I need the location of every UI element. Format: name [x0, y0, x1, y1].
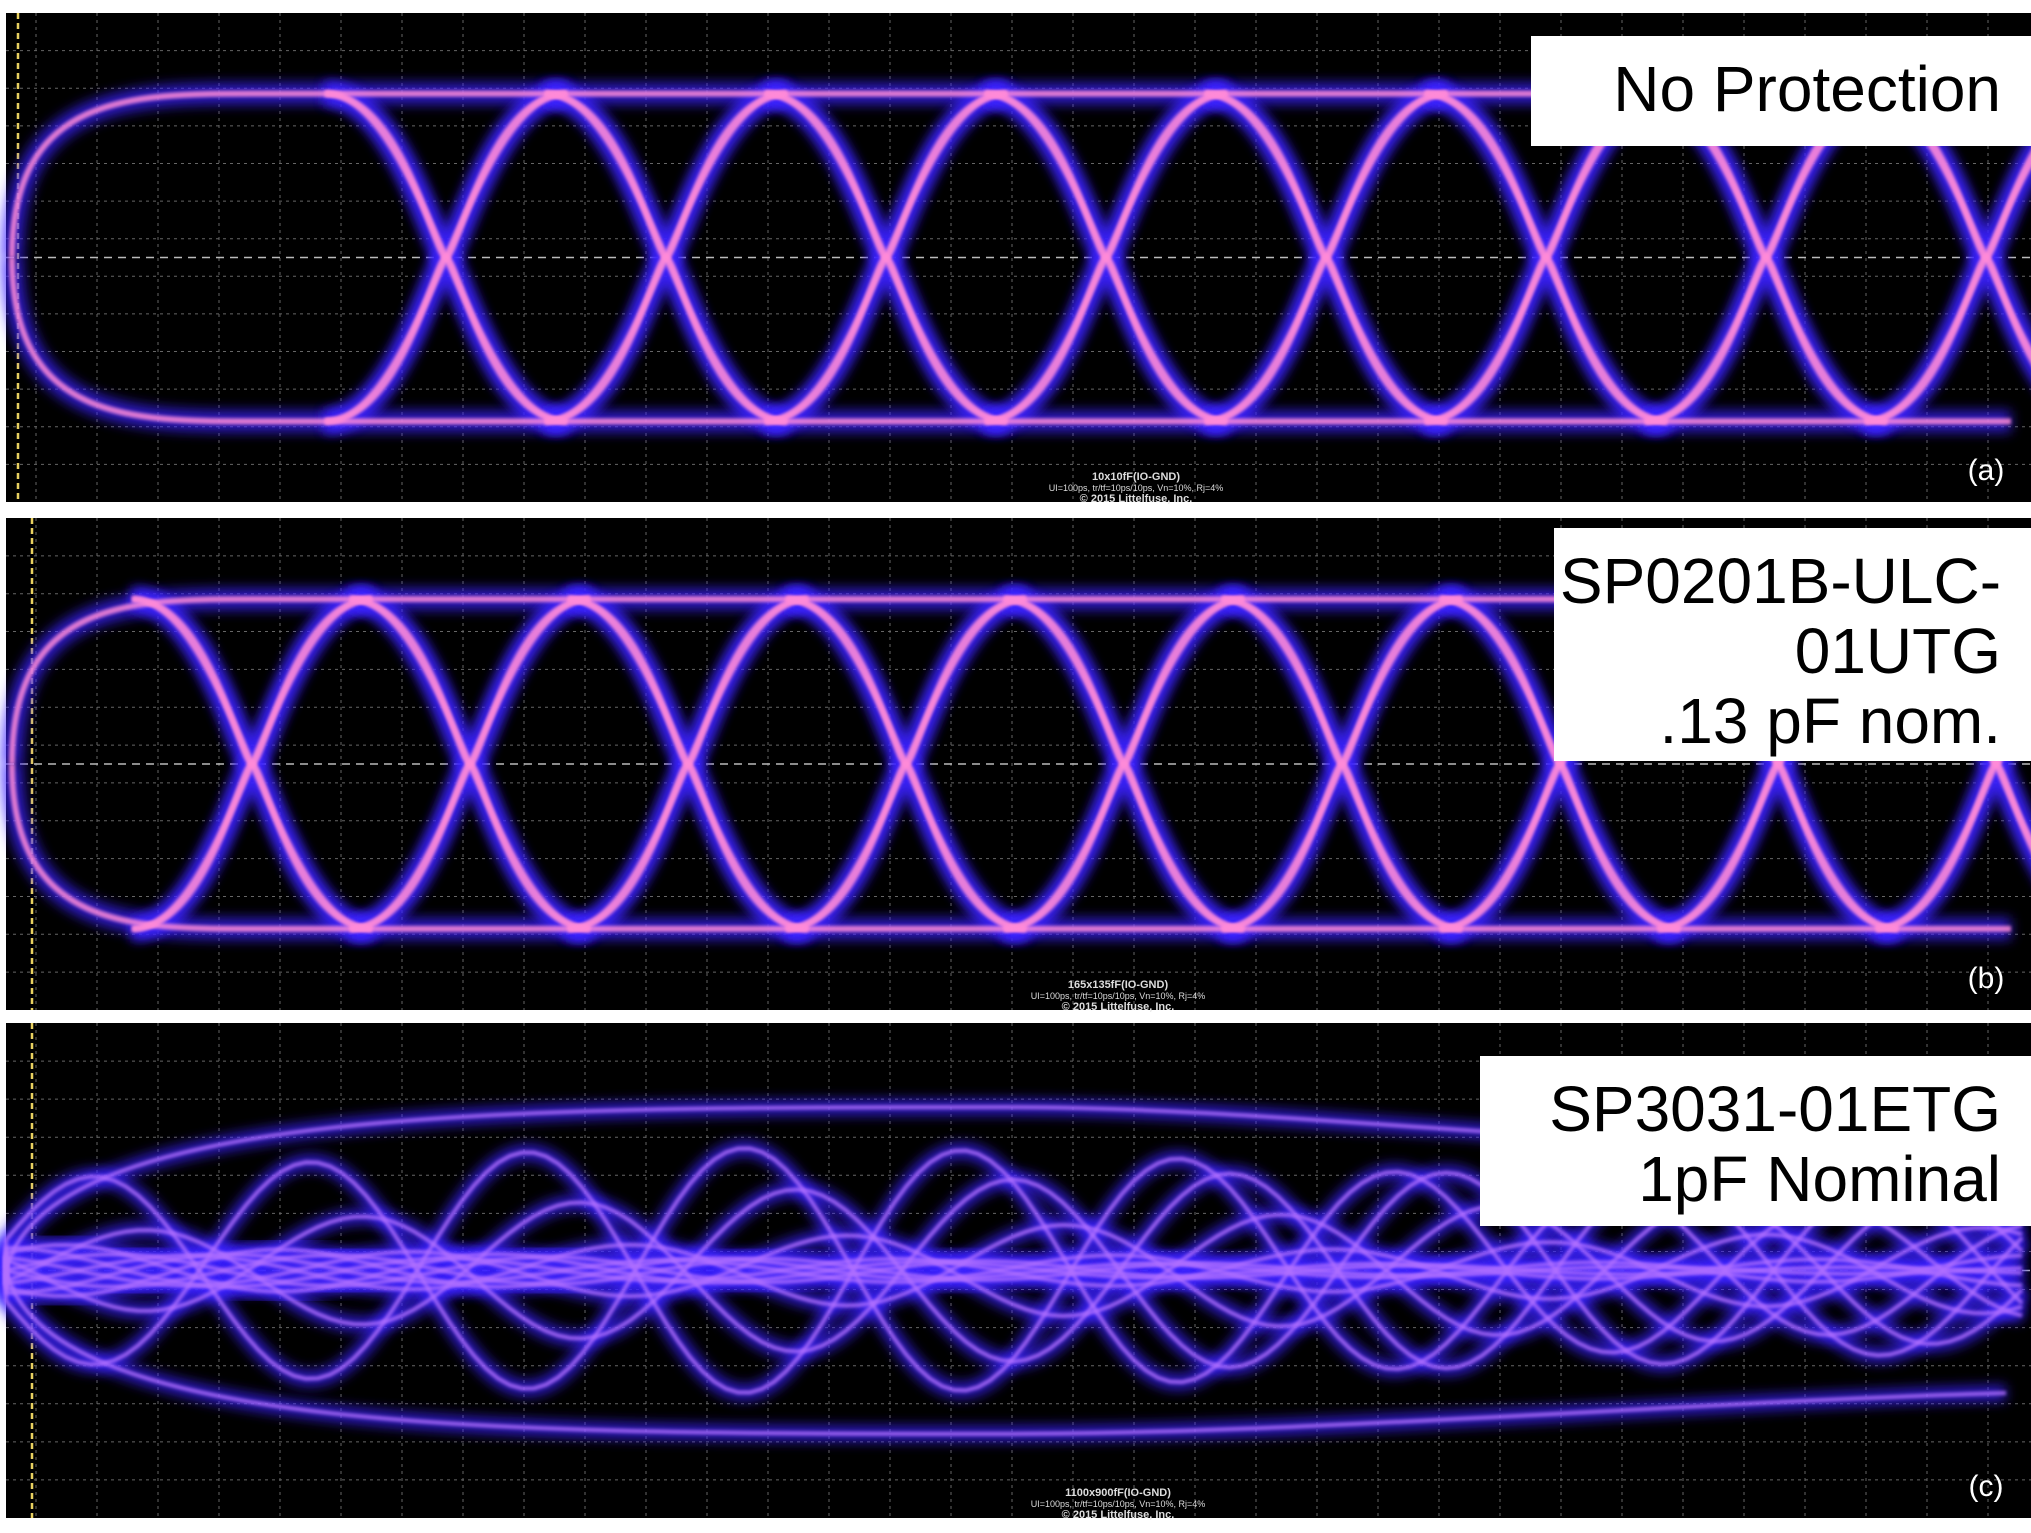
trace	[9, 596, 2011, 765]
panel-label: 1pF Nominal	[1638, 1143, 2001, 1215]
caption: © 2015 Littelfuse, Inc.	[1062, 1509, 1175, 1521]
panel-label: SP0201B-ULC-	[1560, 545, 2001, 617]
trace	[984, 254, 1228, 425]
panel-label: 01UTG	[1795, 615, 2001, 687]
trace	[544, 254, 788, 425]
trace	[4, 1247, 2023, 1299]
trace	[9, 257, 2011, 425]
trace	[764, 254, 1008, 425]
caption: © 2015 Littelfuse, Inc.	[1062, 1001, 1175, 1013]
trace	[4, 1225, 2023, 1309]
panel: SP0201B-ULC-01UTG.13 pF nom. (b) 165x135fF…	[1, 518, 2031, 1013]
trace	[9, 763, 2011, 932]
trace	[4, 1146, 2023, 1393]
trace	[349, 760, 591, 932]
caption: © 2015 Littelfuse, Inc.	[1080, 493, 1193, 505]
panel-letter: (b)	[1968, 962, 2005, 995]
panel-label: .13 pF nom.	[1660, 685, 2002, 757]
trace	[1204, 254, 1448, 425]
label-box	[1554, 528, 2031, 761]
trace	[9, 90, 2011, 258]
trace	[1003, 760, 1245, 932]
trace	[1644, 254, 1888, 425]
trace	[1221, 760, 1463, 932]
trace	[567, 760, 809, 932]
trace	[1875, 760, 2031, 932]
panel-label: SP3031-01ETG	[1549, 1073, 2001, 1145]
panel-label: No Protection	[1613, 53, 2001, 125]
caption: 10x10fF(IO-GND)	[1092, 471, 1180, 483]
trace	[1657, 760, 1899, 932]
trace	[4, 1195, 2024, 1344]
trace	[4, 1148, 2023, 1395]
label-box	[1480, 1056, 2031, 1226]
trace	[4, 1232, 2023, 1316]
trace	[131, 760, 373, 932]
panel: No Protection (a) 10x10fF(IO-GND)UI=100ps,…	[1, 13, 2031, 505]
trace	[1864, 254, 2031, 425]
trace	[4, 1170, 2024, 1370]
caption: UI=100ps, tr/tf=10ps/10ps, Vn=10%, Rj=4%	[1049, 483, 1224, 493]
trace	[324, 254, 568, 425]
trace	[1439, 760, 1681, 932]
caption: 165x135fF(IO-GND)	[1068, 979, 1169, 991]
caption: 1100x900fF(IO-GND)	[1065, 1487, 1171, 1499]
caption: UI=100ps, tr/tf=10ps/10ps, Vn=10%, Rj=4%	[1031, 1499, 1206, 1509]
trace	[4, 1242, 2023, 1294]
trace	[785, 760, 1027, 932]
trace	[4, 1270, 2007, 1436]
panel-letter: (c)	[1969, 1470, 2004, 1503]
trace	[1424, 254, 1668, 425]
caption: UI=100ps, tr/tf=10ps/10ps, Vn=10%, Rj=4%	[1031, 991, 1206, 1001]
label-box	[1531, 36, 2031, 146]
panel-letter: (a)	[1968, 454, 2005, 487]
